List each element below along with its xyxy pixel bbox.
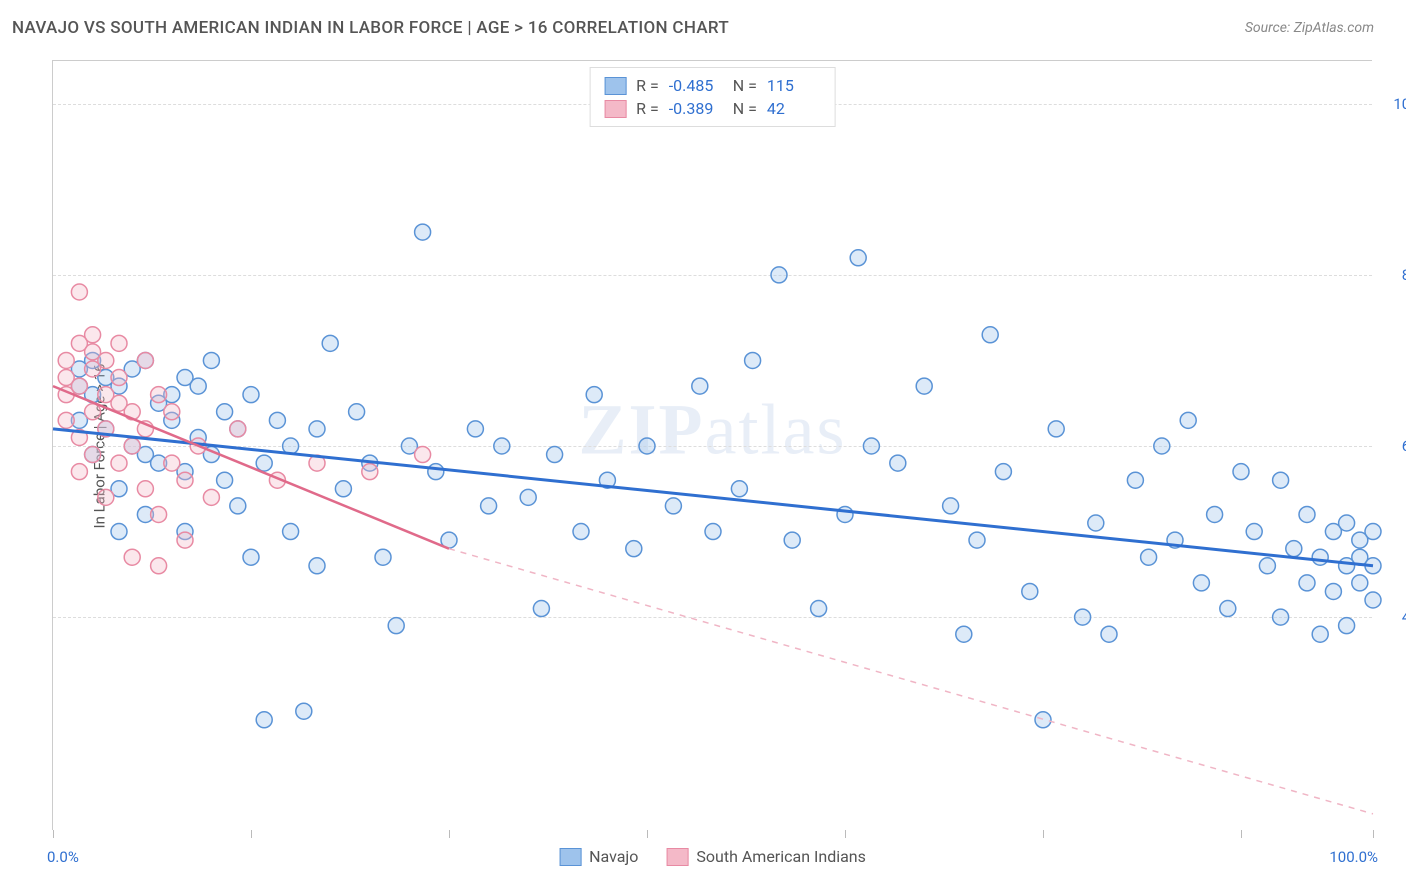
y-tick-label: 80.0% [1382, 266, 1406, 284]
legend-label-sai: South American Indians [696, 847, 866, 866]
swatch-sai [604, 100, 626, 118]
legend-row-navajo: R = -0.485 N = 115 [604, 74, 821, 97]
legend-row-sai: R = -0.389 N = 42 [604, 97, 821, 120]
n-label: N = [733, 99, 757, 118]
r-label: R = [636, 99, 659, 118]
swatch-navajo [559, 848, 581, 866]
chart-container: In Labor Force | Age > 16 ZIPatlas 40.0%… [52, 60, 1372, 830]
r-label: R = [636, 76, 659, 95]
swatch-navajo [604, 77, 626, 95]
legend-label-navajo: Navajo [589, 847, 638, 866]
n-value-sai: 42 [767, 99, 821, 118]
chart-title: NAVAJO VS SOUTH AMERICAN INDIAN IN LABOR… [12, 18, 729, 38]
series-legend: Navajo South American Indians [559, 847, 866, 866]
y-tick-label: 40.0% [1382, 608, 1406, 626]
n-value-navajo: 115 [767, 76, 821, 95]
legend-item-sai: South American Indians [666, 847, 866, 866]
swatch-sai [666, 848, 688, 866]
y-tick-label: 60.0% [1382, 437, 1406, 455]
r-value-navajo: -0.485 [669, 76, 723, 95]
y-tick-label: 100.0% [1382, 95, 1406, 113]
x-axis-max-label: 100.0% [1329, 848, 1378, 866]
r-value-sai: -0.389 [669, 99, 723, 118]
x-axis-min-label: 0.0% [47, 848, 79, 866]
scatter-plot [53, 61, 1372, 830]
correlation-legend: R = -0.485 N = 115 R = -0.389 N = 42 [589, 67, 836, 127]
n-label: N = [733, 76, 757, 95]
chart-header: NAVAJO VS SOUTH AMERICAN INDIAN IN LABOR… [0, 0, 1406, 50]
legend-item-navajo: Navajo [559, 847, 638, 866]
chart-source: Source: ZipAtlas.com [1245, 20, 1374, 36]
